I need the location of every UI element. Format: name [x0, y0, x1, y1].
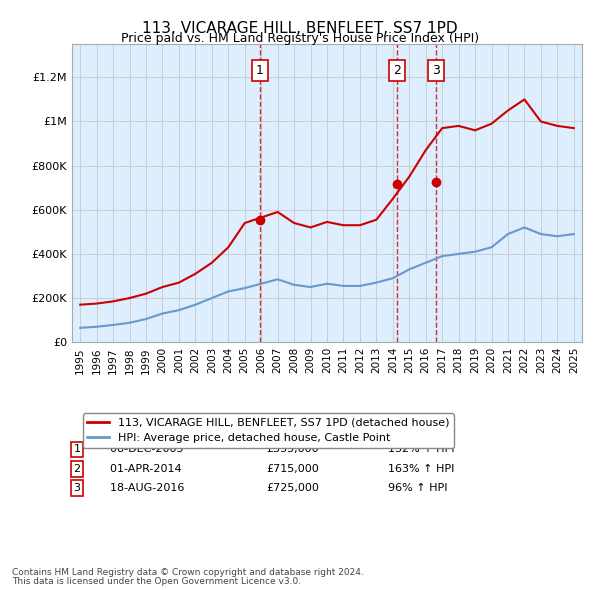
Text: 3: 3	[432, 64, 440, 77]
Text: 1: 1	[74, 444, 80, 454]
Text: 132% ↑ HPI: 132% ↑ HPI	[388, 444, 455, 454]
Text: Price paid vs. HM Land Registry's House Price Index (HPI): Price paid vs. HM Land Registry's House …	[121, 32, 479, 45]
Legend: 113, VICARAGE HILL, BENFLEET, SS7 1PD (detached house), HPI: Average price, deta: 113, VICARAGE HILL, BENFLEET, SS7 1PD (d…	[83, 414, 454, 448]
Text: 2: 2	[393, 64, 401, 77]
Text: 96% ↑ HPI: 96% ↑ HPI	[388, 483, 448, 493]
Text: £715,000: £715,000	[266, 464, 319, 474]
Text: 113, VICARAGE HILL, BENFLEET, SS7 1PD: 113, VICARAGE HILL, BENFLEET, SS7 1PD	[142, 21, 458, 35]
Text: 163% ↑ HPI: 163% ↑ HPI	[388, 464, 455, 474]
Text: 3: 3	[74, 483, 80, 493]
Text: £725,000: £725,000	[266, 483, 319, 493]
Text: 2: 2	[74, 464, 80, 474]
Text: 01-APR-2014: 01-APR-2014	[103, 464, 181, 474]
Text: £555,000: £555,000	[266, 444, 319, 454]
Text: 18-AUG-2016: 18-AUG-2016	[103, 483, 184, 493]
Text: 08-DEC-2005: 08-DEC-2005	[103, 444, 183, 454]
Text: 1: 1	[256, 64, 264, 77]
Text: Contains HM Land Registry data © Crown copyright and database right 2024.: Contains HM Land Registry data © Crown c…	[12, 568, 364, 577]
Text: This data is licensed under the Open Government Licence v3.0.: This data is licensed under the Open Gov…	[12, 577, 301, 586]
